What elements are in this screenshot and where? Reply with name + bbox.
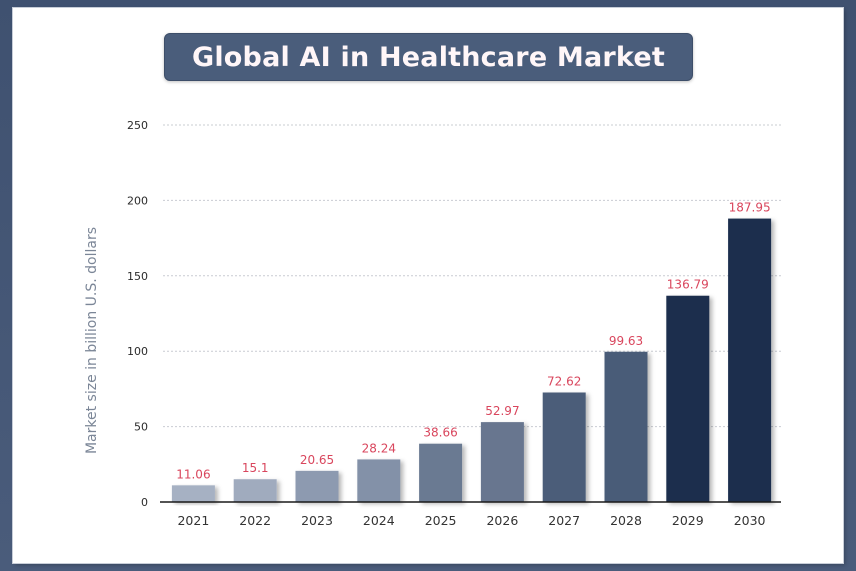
bar-2027 [542,392,586,502]
bar-2021 [171,485,215,502]
bar-2022 [233,479,277,502]
x-tick-label: 2027 [548,513,580,528]
data-label: 28.24 [362,441,396,455]
y-tick-label: 100 [127,345,148,358]
data-label: 99.63 [609,334,643,348]
x-tick-label: 2030 [734,513,766,528]
x-tick-label: 2024 [363,513,395,528]
x-tick-label: 2025 [425,513,457,528]
data-label: 38.66 [423,426,457,440]
data-label: 15.1 [242,461,269,475]
x-tick-label: 2021 [177,513,209,528]
bar-2024 [357,459,401,502]
y-tick-label: 200 [127,194,148,207]
bar-2030 [728,218,772,502]
data-label: 136.79 [667,278,709,292]
bar-2025 [419,443,463,502]
data-label: 72.62 [547,374,581,388]
data-label: 52.97 [485,404,519,418]
x-tick-label: 2028 [610,513,642,528]
y-tick-label: 50 [134,421,148,434]
bar-2026 [480,422,524,502]
bars [171,218,772,502]
bar-2023 [295,470,339,502]
data-label: 20.65 [300,453,334,467]
x-axis-ticks: 2021 2022 2023 2024 2025 2026 2027 2028 2029 2030 [177,513,765,528]
data-labels: 11.06 15.1 20.65 28.24 38.66 52.97 72.62 99.63 1… [176,201,770,482]
chart-title: Global AI in Healthcare Market [191,41,665,73]
data-label: 11.06 [176,467,210,481]
data-label: 187.95 [729,201,771,215]
y-tick-label: 0 [141,496,148,509]
bar-2029 [666,295,710,502]
x-tick-label: 2026 [486,513,518,528]
x-tick-label: 2022 [239,513,271,528]
gridlines [163,124,781,428]
y-tick-label: 250 [127,119,148,132]
chart-title-box: Global AI in Healthcare Market [164,33,693,81]
x-tick-label: 2029 [672,513,704,528]
y-axis-ticks: 0 50 100 150 200 250 [127,119,148,509]
y-tick-label: 150 [127,270,148,283]
bar-2028 [604,351,648,502]
x-tick-label: 2023 [301,513,333,528]
y-axis-label: Market size in billion U.S. dollars [84,227,100,454]
